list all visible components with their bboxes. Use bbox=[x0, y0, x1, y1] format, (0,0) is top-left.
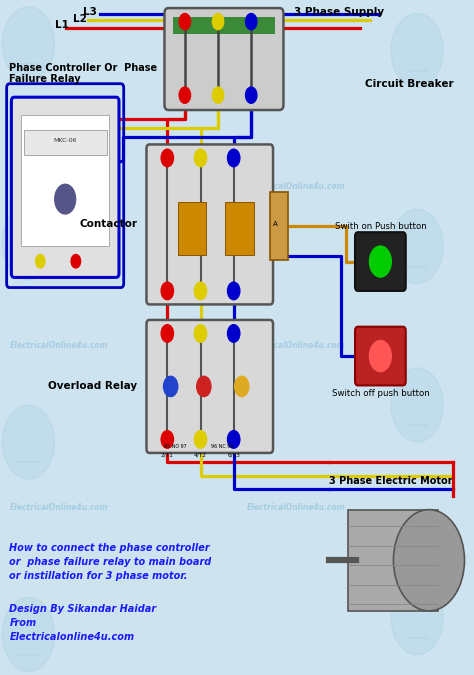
Text: How to connect the phase controller
or  phase failure relay to main board
or ins: How to connect the phase controller or p… bbox=[9, 543, 212, 581]
Text: L3: L3 bbox=[83, 7, 97, 17]
Text: L1: L1 bbox=[55, 20, 68, 30]
Circle shape bbox=[161, 325, 173, 342]
FancyBboxPatch shape bbox=[146, 144, 273, 304]
Bar bbox=[178, 202, 206, 254]
Circle shape bbox=[246, 14, 257, 30]
Circle shape bbox=[161, 431, 173, 448]
Circle shape bbox=[228, 282, 240, 300]
Text: ElectricalOnline4u.com: ElectricalOnline4u.com bbox=[9, 341, 108, 350]
Text: Overload Relay: Overload Relay bbox=[48, 381, 137, 391]
Circle shape bbox=[179, 87, 191, 103]
Bar bbox=[24, 130, 107, 155]
Circle shape bbox=[164, 377, 178, 397]
Text: Contactor: Contactor bbox=[80, 219, 137, 230]
Text: ElectricalOnline4u.com: ElectricalOnline4u.com bbox=[246, 503, 345, 512]
Circle shape bbox=[212, 14, 224, 30]
FancyBboxPatch shape bbox=[355, 232, 406, 291]
Text: Swith on Push button: Swith on Push button bbox=[335, 222, 426, 231]
Text: 95 NO 97: 95 NO 97 bbox=[164, 443, 186, 448]
Circle shape bbox=[228, 431, 240, 448]
Text: A: A bbox=[273, 221, 277, 227]
FancyBboxPatch shape bbox=[164, 8, 283, 110]
Circle shape bbox=[2, 206, 55, 280]
Circle shape bbox=[370, 246, 391, 277]
Text: Phase Controller Or  Phase
Failure Relay: Phase Controller Or Phase Failure Relay bbox=[9, 63, 157, 84]
Circle shape bbox=[228, 325, 240, 342]
Circle shape bbox=[161, 282, 173, 300]
FancyBboxPatch shape bbox=[11, 97, 119, 277]
Text: ElectricalOnline4u.com: ElectricalOnline4u.com bbox=[9, 503, 108, 512]
Circle shape bbox=[370, 341, 391, 371]
Circle shape bbox=[2, 7, 55, 81]
Text: ElectricalOnline4u.com: ElectricalOnline4u.com bbox=[9, 182, 108, 191]
Circle shape bbox=[2, 597, 55, 672]
Text: MKC-06: MKC-06 bbox=[54, 138, 77, 142]
Text: 6/T3: 6/T3 bbox=[227, 453, 240, 458]
Circle shape bbox=[393, 510, 465, 611]
Bar bbox=[225, 202, 254, 254]
Circle shape bbox=[194, 325, 207, 342]
Circle shape bbox=[246, 87, 257, 103]
Text: 96 NC 95: 96 NC 95 bbox=[211, 443, 233, 448]
Circle shape bbox=[391, 209, 443, 284]
Bar bbox=[348, 510, 438, 611]
Circle shape bbox=[194, 431, 207, 448]
Circle shape bbox=[197, 377, 211, 397]
Circle shape bbox=[391, 368, 443, 442]
Circle shape bbox=[212, 87, 224, 103]
Circle shape bbox=[194, 149, 207, 167]
Circle shape bbox=[71, 254, 81, 268]
Text: ElectricalOnline4u.com: ElectricalOnline4u.com bbox=[246, 182, 345, 191]
Text: Circuit Breaker: Circuit Breaker bbox=[365, 80, 454, 89]
Circle shape bbox=[391, 580, 443, 655]
Text: Switch off push button: Switch off push button bbox=[331, 389, 429, 398]
Circle shape bbox=[179, 14, 191, 30]
Text: 3 Phase Electric Motor: 3 Phase Electric Motor bbox=[329, 476, 453, 486]
Text: 4/T2: 4/T2 bbox=[194, 453, 207, 458]
Text: 2/T1: 2/T1 bbox=[161, 453, 174, 458]
Circle shape bbox=[235, 377, 249, 397]
Text: ElectricalOnline4u.com: ElectricalOnline4u.com bbox=[246, 341, 345, 350]
Bar bbox=[270, 192, 288, 260]
FancyBboxPatch shape bbox=[146, 320, 273, 453]
Circle shape bbox=[36, 254, 45, 268]
Circle shape bbox=[391, 14, 443, 88]
Text: 3 Phase Supply: 3 Phase Supply bbox=[294, 7, 384, 17]
Circle shape bbox=[55, 184, 76, 214]
Circle shape bbox=[161, 149, 173, 167]
Bar bbox=[21, 115, 109, 246]
Text: Design By Sikandar Haidar
From
Electricalonline4u.com: Design By Sikandar Haidar From Electrica… bbox=[9, 604, 156, 642]
FancyBboxPatch shape bbox=[355, 327, 406, 385]
Bar bbox=[173, 17, 275, 34]
Text: L2: L2 bbox=[73, 14, 87, 24]
Circle shape bbox=[228, 149, 240, 167]
Circle shape bbox=[194, 282, 207, 300]
Circle shape bbox=[2, 405, 55, 479]
